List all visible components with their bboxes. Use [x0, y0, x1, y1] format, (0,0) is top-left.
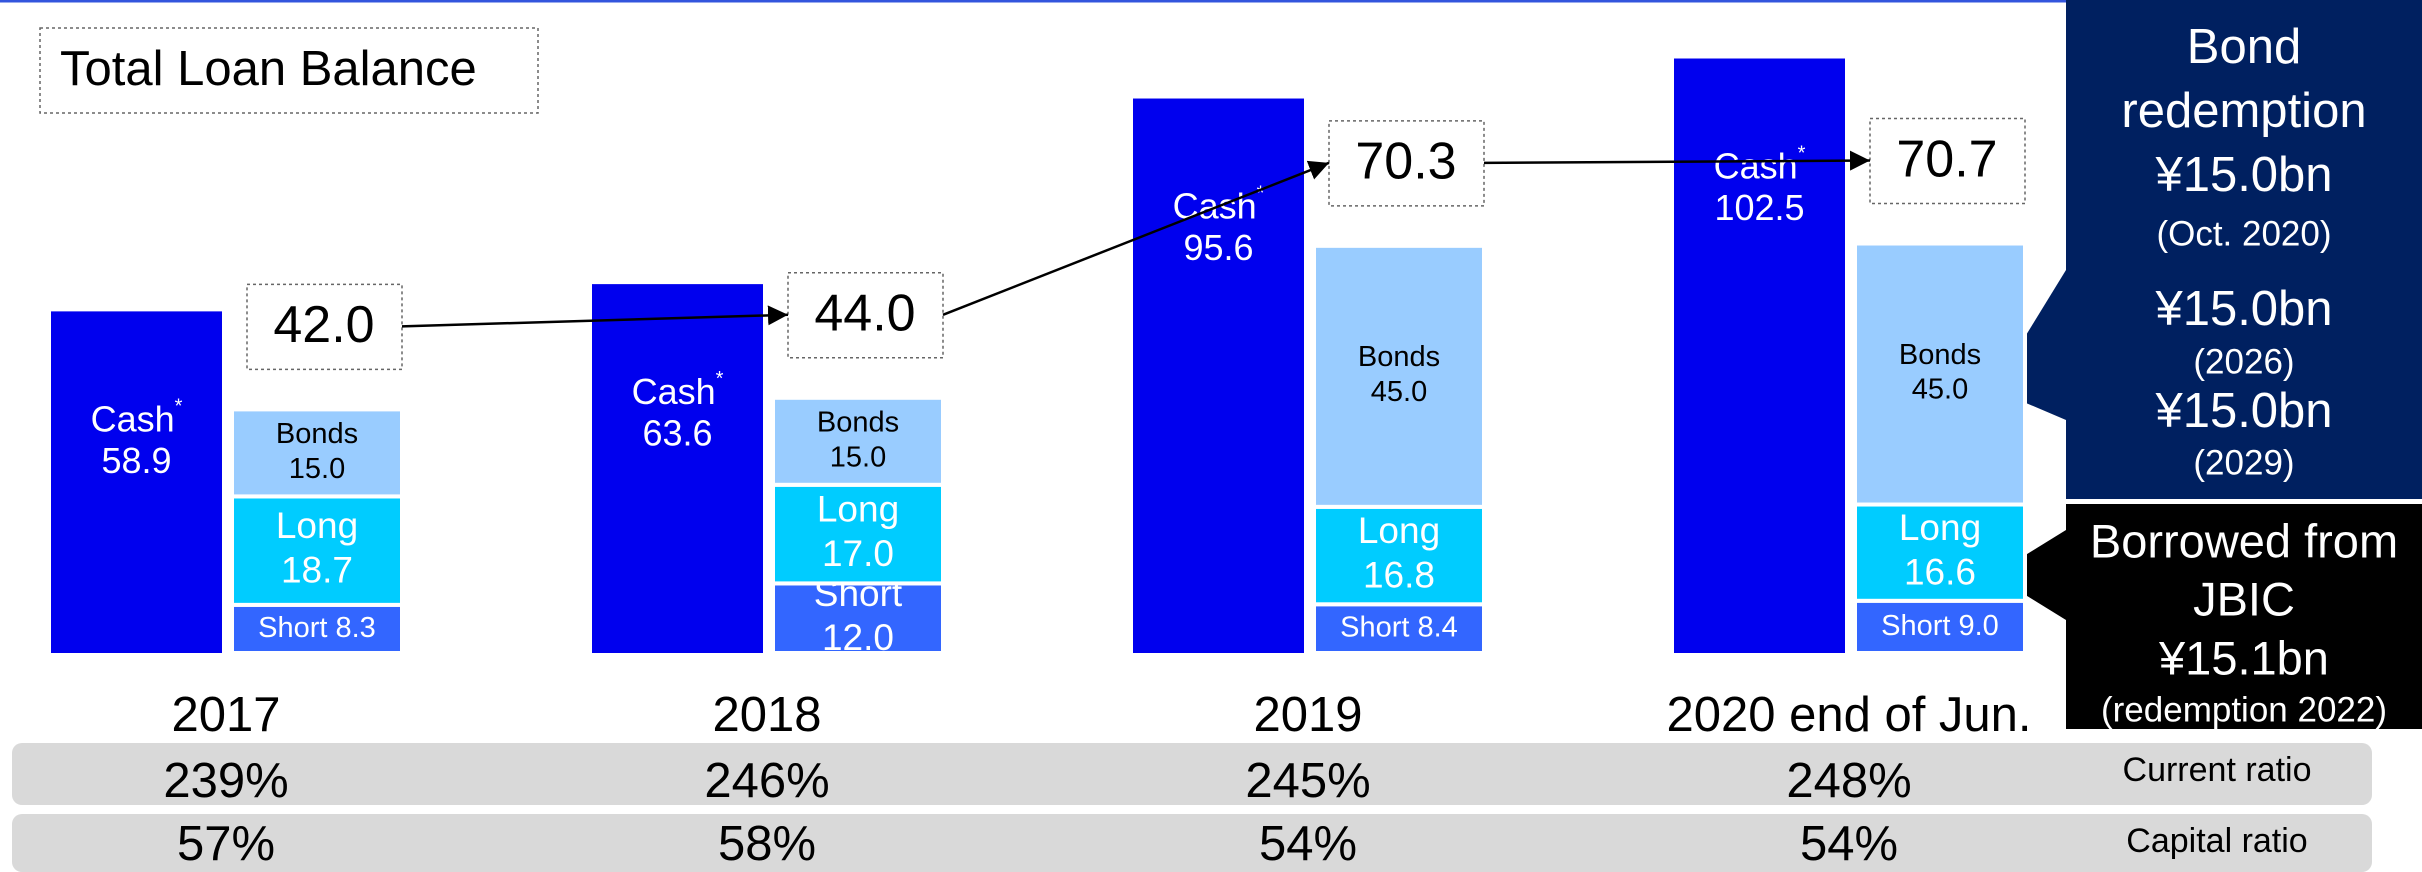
bar-segment	[230, 602, 404, 655]
ratio-label: 248%	[1786, 754, 1911, 808]
series-name: Short	[1881, 610, 1950, 642]
bar-label: Cash*	[632, 368, 724, 411]
ratio-label: 245%	[1245, 754, 1370, 808]
bar-label: Cash*	[91, 396, 183, 439]
value-label: 15.0	[830, 441, 886, 473]
footnote-mark: *	[1798, 143, 1806, 165]
value-label: 16.8	[1363, 555, 1435, 596]
bar	[592, 284, 763, 653]
series-name: Long	[1899, 507, 1981, 548]
callout-text: ¥15.0bn	[2154, 384, 2332, 438]
value-label: 8.4	[1418, 611, 1458, 643]
callout-text: (2029)	[2193, 443, 2294, 482]
bar-segment	[771, 395, 945, 487]
row-name: Capital ratio	[2126, 822, 2307, 860]
series-name: Long	[1358, 510, 1440, 551]
callout-box	[2066, 0, 2422, 499]
arrow	[401, 305, 789, 328]
value-label: 12.0	[822, 617, 894, 658]
value-label: 15.0	[289, 453, 345, 485]
total-label: 70.7	[1896, 130, 1997, 188]
series-name: Bonds	[817, 407, 899, 439]
callout-pointer	[1993, 530, 2066, 620]
x-tick-label: 2017	[171, 688, 280, 742]
series-name: Bonds	[276, 418, 358, 450]
bar-segment	[1312, 243, 1486, 509]
total-label: 44.0	[814, 285, 915, 343]
bar-segment	[230, 407, 404, 499]
value-label: 18.7	[281, 550, 353, 591]
total-label: 70.3	[1355, 133, 1456, 191]
callout-text: Borrowed from	[2090, 514, 2398, 567]
value-label: 95.6	[1183, 227, 1253, 268]
series-name: Bonds	[1899, 339, 1981, 371]
footnote-mark: *	[716, 368, 724, 390]
bar-segment	[771, 482, 945, 586]
x-tick-label: 2020 end of Jun.	[1666, 688, 2031, 742]
total-box	[246, 283, 403, 371]
series-name: Cash	[632, 371, 716, 412]
ratio-label: 246%	[704, 754, 829, 808]
bar	[51, 311, 222, 653]
callout-text: redemption	[2121, 84, 2366, 138]
x-tick-label: 2019	[1253, 688, 1362, 742]
bar-segment	[1312, 504, 1486, 607]
x-tick-label: 2018	[712, 688, 821, 742]
ratio-label: 58%	[718, 817, 816, 871]
arrow	[942, 160, 1330, 316]
value-label: 58.9	[101, 440, 171, 481]
arrow	[1483, 150, 1871, 171]
bar	[1133, 98, 1304, 653]
callout-text: JBIC	[2193, 572, 2295, 625]
series-name: Long	[276, 505, 358, 546]
segment-label: Short 8.3	[258, 612, 376, 644]
segment-label: Short 8.4	[1340, 611, 1458, 643]
total-box	[1869, 117, 2026, 205]
callout-box	[2066, 504, 2422, 729]
callout-text: Bond	[2187, 20, 2301, 74]
bar-label: Cash*	[1714, 143, 1806, 186]
series-name: Short	[1340, 611, 1409, 643]
series-name: Short	[258, 612, 327, 644]
series-name: Cash	[1714, 145, 1798, 186]
series-name: Cash	[91, 398, 175, 439]
callout-text: ¥15.0bn	[2154, 282, 2332, 336]
row-band	[12, 743, 2372, 805]
series-name: Bonds	[1358, 341, 1440, 373]
value-label: 9.0	[1959, 610, 1999, 642]
callout-text: ¥15.1bn	[2158, 631, 2329, 684]
bar-segment	[1853, 241, 2027, 507]
value-label: 45.0	[1371, 376, 1427, 408]
ratio-label: 57%	[177, 817, 275, 871]
value-label: 45.0	[1912, 374, 1968, 406]
callout-text: ¥15.0bn	[2154, 148, 2332, 202]
value-label: 16.6	[1904, 552, 1976, 593]
callout-text: (Oct. 2020)	[2156, 214, 2331, 253]
bar-segment	[1853, 598, 2027, 655]
segment-label: Short 9.0	[1881, 610, 1999, 642]
value-label: 8.3	[336, 612, 376, 644]
title-box	[39, 27, 539, 114]
series-name: Long	[817, 489, 899, 530]
row-name: Current ratio	[2123, 751, 2312, 789]
footnote-mark: *	[175, 396, 183, 418]
value-label: 17.0	[822, 533, 894, 574]
bar	[1674, 58, 1845, 653]
value-label: 63.6	[642, 413, 712, 454]
value-label: 102.5	[1714, 187, 1804, 228]
total-box	[787, 272, 944, 359]
chart-title: Total Loan Balance	[60, 42, 477, 96]
footnote-mark: *	[1257, 183, 1265, 205]
ratio-label: 54%	[1800, 817, 1898, 871]
ratio-label: 54%	[1259, 817, 1357, 871]
callout-text: (2026)	[2193, 342, 2294, 381]
callout-text: (redemption 2022)	[2101, 690, 2387, 729]
ratio-label: 239%	[163, 754, 288, 808]
row-band	[12, 814, 2372, 872]
total-label: 42.0	[273, 296, 374, 354]
total-box	[1328, 120, 1485, 207]
bar-segment	[771, 581, 945, 656]
